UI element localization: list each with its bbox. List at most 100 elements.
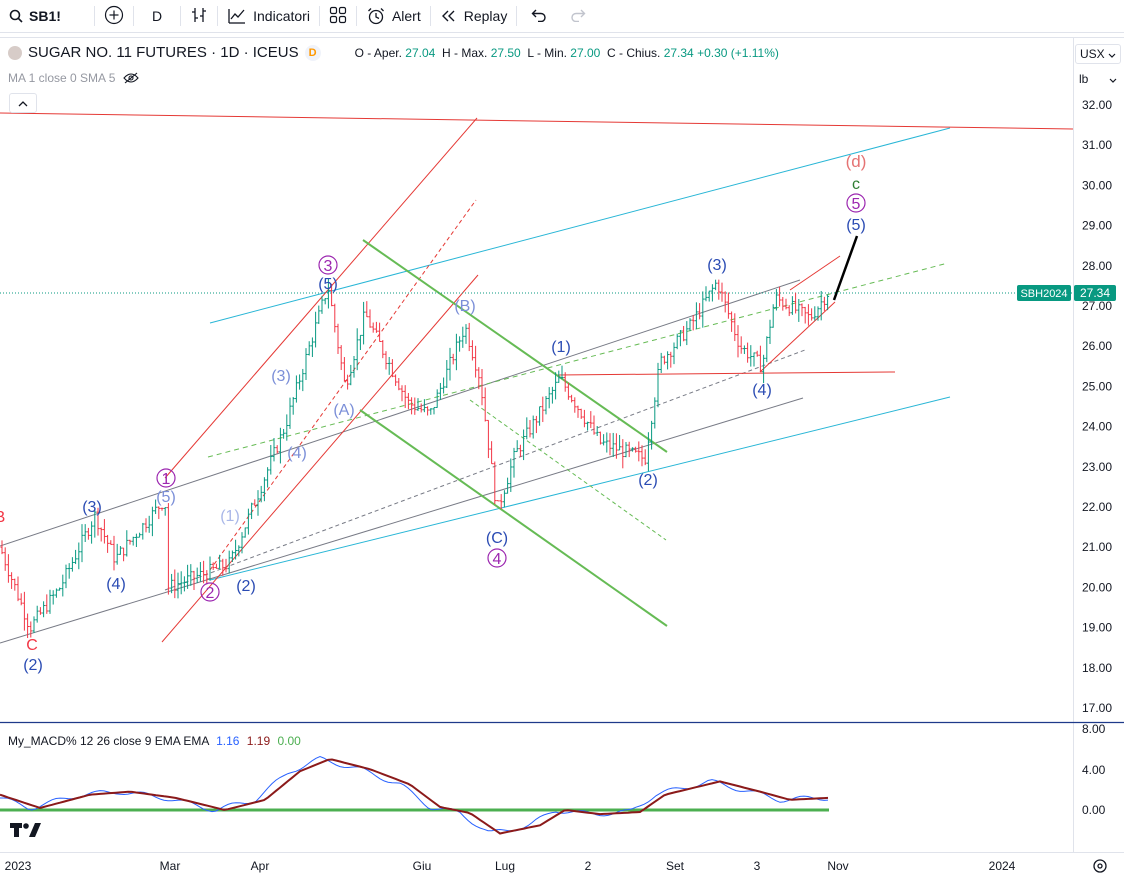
indicators-label: Indicatori [253,8,310,24]
time-tick-label: 2 [585,859,592,873]
price-tick-label: 29.00 [1082,219,1112,233]
macd-tick-label: 8.00 [1082,722,1106,736]
macd-tick-label: 0.00 [1082,803,1106,817]
wave-label: (2) [23,657,43,674]
price-tick-label: 30.00 [1082,178,1112,192]
red-channel-lower [161,274,479,643]
wave-label: (4) [106,576,126,593]
time-tick-label: Lug [495,859,515,873]
signal-line [0,758,829,835]
currency-select[interactable]: USX [1075,44,1121,64]
wave-label: (B) [454,298,475,315]
symbol-tag-text: SBH2024 [1020,288,1067,300]
time-tick-label: Nov [827,859,848,873]
red-horizontal-line [557,371,896,376]
wave-label-c-red: C [26,637,38,654]
layouts-button[interactable] [320,0,356,32]
settings-icon[interactable] [1093,859,1107,873]
wave-circle-3 [318,255,338,275]
wave-label: 5 [852,196,861,213]
price-tick-label: 31.00 [1082,138,1112,152]
price-tick-label: 17.00 [1082,701,1112,715]
chart-title[interactable]: SUGAR NO. 11 FUTURES · 1D · ICEUS [28,44,299,61]
top-toolbar: SB1! D Indicatori Alert [0,0,1124,33]
wave-label: (3) [82,499,102,516]
delay-badge[interactable]: D [304,44,321,61]
bars-icon [190,6,208,27]
wave-label: (1) [551,339,571,356]
eye-off-icon[interactable] [123,72,140,84]
wedge-upper [789,255,841,291]
price-tick-label: 20.00 [1082,580,1112,594]
compare-button[interactable] [95,0,133,32]
wave-label: (5) [156,489,176,506]
time-tick-label: Giu [413,859,432,873]
signal-value: 1.19 [246,734,271,748]
cyan-channel-lower [209,396,951,581]
price-tick-label: 19.00 [1082,621,1112,635]
macd-value: 1.16 [216,734,240,748]
alert-button[interactable]: Alert [357,0,430,32]
green-channel-lower [359,409,668,627]
chevron-down-icon [1109,72,1117,86]
interval-button[interactable]: D [134,0,180,32]
replay-button[interactable]: Replay [431,0,517,32]
undo-button[interactable] [517,0,561,32]
wave-label: (5) [318,276,338,293]
ma-indicator-legend[interactable]: MA 1 close 0 SMA 5 [8,71,140,85]
price-tick-label: 24.00 [1082,420,1112,434]
price-tick-label: 27.00 [1082,299,1112,313]
wave-label-edge: B [0,509,5,526]
macd-label: My_MACD% 12 26 close 9 EMA EMA [8,734,209,748]
time-tick-label: Mar [160,859,181,873]
price-tick-label: 21.00 [1082,540,1112,554]
wave-label: (A) [333,402,354,419]
symbol-search[interactable]: SB1! [0,0,94,32]
indicators-button[interactable]: Indicatori [218,0,319,32]
chart-type-button[interactable] [181,0,217,32]
red-channel-mid [209,199,477,571]
wave-circle-2 [200,582,220,602]
wave-label: (1) [220,508,240,525]
wave-label: (2) [236,578,256,595]
red-channel-upper [164,117,478,479]
wave-label: (3) [271,368,291,385]
unit-select[interactable]: lb [1075,69,1121,89]
wave-label-d: (d) [846,152,867,171]
collapse-legend-button[interactable] [9,93,37,113]
hist-value: 0.00 [277,734,301,748]
undo-icon [531,8,547,25]
macd-axis: 8.00 4.00 0.00 [1082,722,1106,817]
green-dashed-midline [207,262,949,458]
indicators-icon [227,7,247,25]
wave-label: (3) [707,257,727,274]
search-icon [9,9,23,23]
chart-legend: SUGAR NO. 11 FUTURES · 1D · ICEUS D O - … [8,44,779,61]
redo-icon [570,8,586,25]
wave-label: 1 [162,471,171,488]
alarm-clock-icon [366,6,386,26]
grid-icon [329,6,347,27]
gray-channel-lower [0,397,804,644]
wedge-lower [759,301,836,373]
replay-label: Replay [463,8,508,24]
gray-channel-upper [0,279,801,547]
price-tick-label: 23.00 [1082,460,1112,474]
wave-circle-4 [487,548,507,568]
macd-legend[interactable]: My_MACD% 12 26 close 9 EMA EMA 1.16 1.19… [8,734,301,748]
time-axis[interactable]: 2023 Mar Apr Giu Lug 2 Set 3 Nov 2024 [5,859,1016,873]
symbol-tag [1017,285,1071,301]
redo-button[interactable] [561,0,595,32]
price-axis[interactable]: 32.00 31.00 30.00 29.00 28.00 27.00 26.00 25.00… [1082,98,1112,715]
wave-circle-5 [846,193,866,213]
tradingview-logo[interactable] [10,821,42,844]
ohlc-values: O - Aper. 27.04 H - Max. 27.50 L - Min. … [354,45,779,60]
last-price-text: 27.34 [1080,286,1110,300]
projection-line [832,235,859,301]
plus-circle-icon [104,5,124,28]
wave-label: (2) [638,472,658,489]
macd-line [0,755,829,832]
symbol-label: SB1! [29,8,61,24]
price-tick-label: 22.00 [1082,500,1112,514]
